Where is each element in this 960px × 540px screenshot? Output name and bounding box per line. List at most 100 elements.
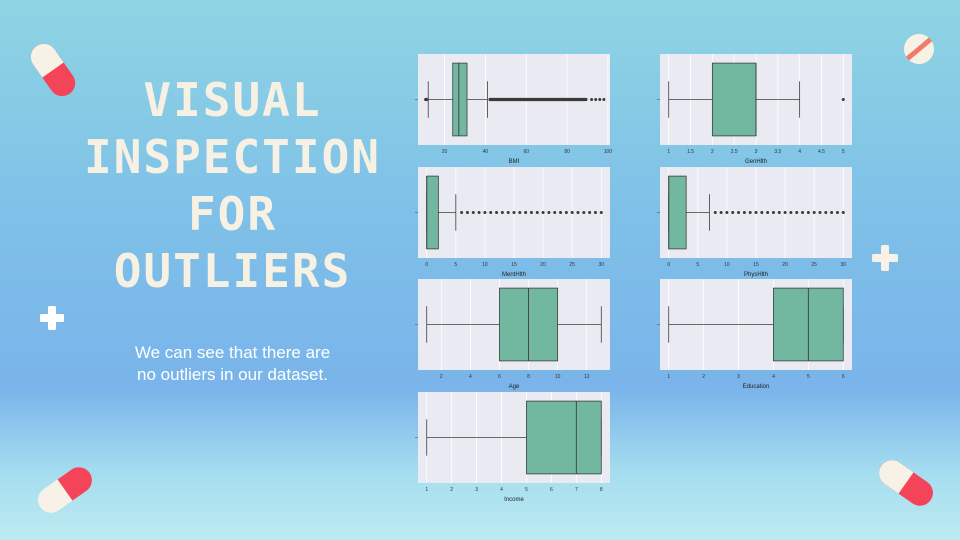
boxplot-physhlth: 0 5 10 15 20 25 30 PhysHlth — [652, 165, 854, 280]
tick-label: 20 — [442, 149, 448, 155]
outlier-point — [719, 211, 723, 214]
outlier-point — [795, 211, 799, 214]
outlier-point — [812, 211, 816, 214]
outlier-point — [506, 211, 510, 214]
x-axis-label: PhysHlth — [744, 272, 768, 278]
pill-tablet-icon — [904, 34, 934, 64]
x-axis-label: MentHlth — [502, 272, 526, 278]
title-line: INSPECTION — [84, 130, 381, 184]
outlier-point — [777, 211, 781, 214]
outlier-point — [541, 211, 545, 214]
box — [711, 62, 757, 137]
tick-label: 25 — [569, 262, 575, 268]
tick-label: 4.5 — [818, 149, 825, 155]
outlier-point — [841, 98, 845, 101]
x-axis-label: Age — [509, 384, 520, 390]
tick-label: 15 — [753, 262, 759, 268]
tick-label: 5 — [696, 262, 699, 268]
boxplot-menthlth: 0 5 10 15 20 25 30 MentHlth — [410, 165, 612, 280]
tick-label: 5 — [454, 262, 457, 268]
outlier-point — [818, 211, 822, 214]
outlier-point — [547, 211, 551, 214]
tick-label: 0 — [667, 262, 670, 268]
box — [426, 175, 439, 250]
box — [668, 175, 687, 250]
outlier-point — [529, 211, 533, 214]
outlier-point — [593, 211, 597, 214]
outlier-point — [737, 211, 741, 214]
plus-icon — [872, 245, 898, 271]
outlier-point — [760, 211, 764, 214]
plus-icon — [40, 306, 64, 330]
outlier-point — [471, 211, 475, 214]
outlier-point — [483, 211, 487, 214]
boxplot-education: 1 2 3 4 5 6 Education — [652, 277, 854, 392]
outlier-point — [766, 211, 770, 214]
outlier-band — [488, 97, 588, 102]
outlier-point — [553, 211, 557, 214]
outlier-point — [725, 211, 729, 214]
tick-label: 4 — [469, 374, 472, 380]
tick-label: 1 — [425, 487, 428, 493]
outlier-point — [512, 211, 516, 214]
tick-label: 10 — [482, 262, 488, 268]
tick-label: 5 — [807, 374, 810, 380]
tick-label: 40 — [483, 149, 489, 155]
tick-label: 30 — [840, 262, 846, 268]
tick-label: 30 — [598, 262, 604, 268]
outlier-point — [731, 211, 735, 214]
outlier-point — [477, 211, 481, 214]
tick-label: 25 — [811, 262, 817, 268]
tick-label: 10 — [555, 374, 561, 380]
pill-capsule-icon — [38, 467, 92, 513]
outlier-point — [841, 211, 845, 214]
tick-label: 4 — [772, 374, 775, 380]
tick-label: 15 — [511, 262, 517, 268]
slide-subtitle: We can see that there are no outliers in… — [95, 342, 370, 386]
boxplot-age: 2 4 6 8 10 12 Age — [410, 277, 612, 392]
x-axis-label: GenHlth — [745, 159, 767, 165]
outlier-point — [830, 211, 834, 214]
subtitle-line: no outliers in our dataset. — [137, 365, 328, 384]
outlier-point — [524, 211, 528, 214]
outlier-point — [789, 211, 793, 214]
outlier-point — [754, 211, 758, 214]
tick-label: 4 — [798, 149, 801, 155]
outlier-point — [590, 98, 594, 101]
tick-label: 2 — [440, 374, 443, 380]
outlier-point — [570, 211, 574, 214]
outlier-point — [576, 211, 580, 214]
outlier-point — [835, 211, 839, 214]
outlier-point — [465, 211, 469, 214]
subtitle-line: We can see that there are — [134, 343, 331, 362]
outlier-point — [588, 211, 592, 214]
tick-label: 6 — [550, 487, 553, 493]
tick-label: 8 — [527, 374, 530, 380]
tick-label: 3 — [475, 487, 478, 493]
tick-label: 3 — [737, 374, 740, 380]
slide-title: VISUAL INSPECTION FOR OUTLIERS — [60, 72, 405, 300]
outlier-point — [598, 98, 602, 101]
outlier-band — [424, 97, 429, 102]
outlier-point — [824, 211, 828, 214]
box — [526, 400, 602, 475]
tick-label: 2.5 — [731, 149, 738, 155]
tick-label: 20 — [540, 262, 546, 268]
tick-label: 1 — [667, 374, 670, 380]
outlier-point — [460, 211, 464, 214]
tick-label: 20 — [782, 262, 788, 268]
outlier-point — [801, 211, 805, 214]
outlier-point — [806, 211, 810, 214]
title-line: VISUAL — [143, 73, 322, 127]
outlier-point — [495, 211, 499, 214]
tick-label: 5 — [525, 487, 528, 493]
tick-label: 1.5 — [687, 149, 694, 155]
outlier-point — [535, 211, 539, 214]
title-line: FOR — [187, 187, 278, 241]
outlier-point — [742, 211, 746, 214]
outlier-point — [602, 98, 606, 101]
tick-label: 2 — [711, 149, 714, 155]
pill-capsule-icon — [30, 43, 76, 97]
tick-label: 100 — [604, 149, 612, 155]
box — [452, 62, 468, 137]
